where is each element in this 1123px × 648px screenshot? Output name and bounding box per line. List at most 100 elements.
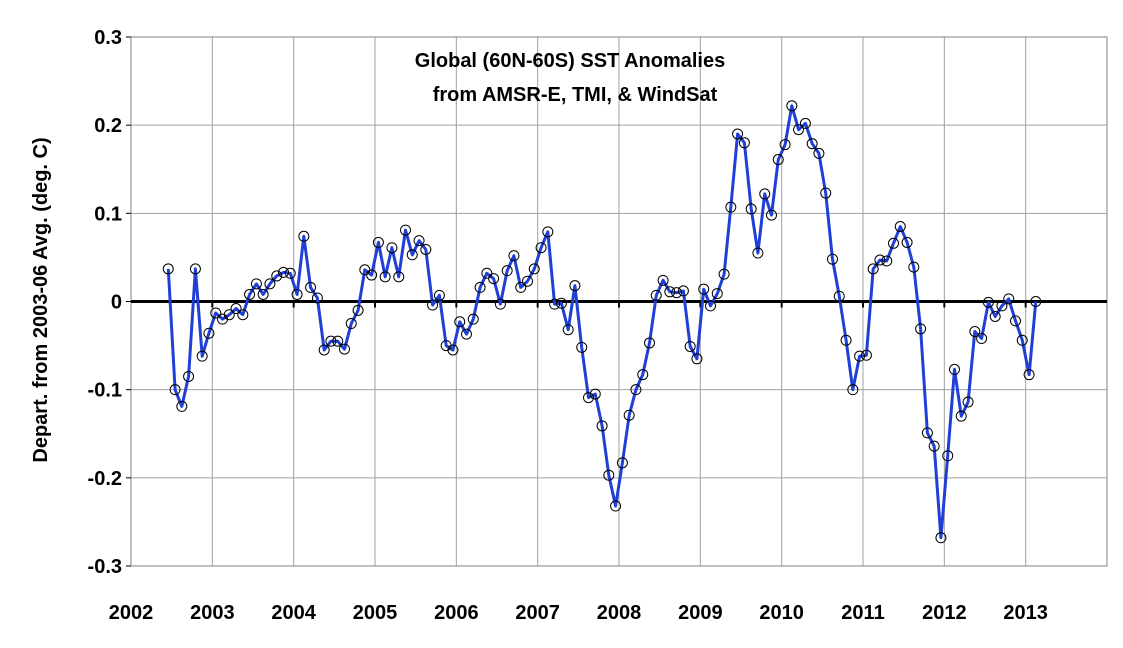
- y-tick-label: -0.1: [88, 380, 122, 402]
- y-tick-labels: -0.3 -0.2 -0.1 0 0.1 0.2 0.3: [88, 27, 122, 578]
- data-point: [467, 313, 479, 325]
- data-point: [196, 350, 208, 362]
- y-tick-label: -0.2: [88, 468, 122, 490]
- x-tick-label: 2003: [190, 602, 235, 624]
- data-point: [515, 281, 527, 293]
- data-point: [982, 296, 994, 308]
- data-point: [799, 117, 811, 129]
- data-point: [766, 209, 777, 221]
- data-point: [183, 370, 195, 382]
- data-point: [379, 271, 391, 283]
- data-point: [522, 275, 533, 287]
- data-point: [833, 290, 845, 302]
- data-point: [725, 201, 737, 213]
- data-point: [677, 285, 689, 297]
- data-point: [494, 298, 506, 310]
- data-point: [332, 335, 344, 347]
- data-point: [732, 128, 744, 140]
- data-point: [318, 344, 330, 356]
- data-point: [569, 280, 581, 292]
- data-point: [433, 289, 445, 301]
- x-tick-label: 2005: [353, 602, 398, 624]
- x-tick-label: 2013: [1003, 602, 1048, 624]
- data-point: [210, 307, 222, 319]
- data-point: [244, 288, 256, 300]
- data-point: [169, 384, 181, 396]
- x-tick-label: 2010: [759, 602, 804, 624]
- x-tick-label: 2004: [271, 602, 316, 624]
- data-point: [189, 263, 201, 275]
- data-point: [738, 137, 750, 149]
- data-point: [176, 400, 188, 412]
- data-point: [820, 187, 832, 199]
- x-tick-label: 2012: [922, 602, 967, 624]
- data-point: [759, 188, 771, 200]
- data-point: [461, 328, 472, 340]
- data-point: [447, 344, 459, 356]
- data-point: [745, 203, 757, 215]
- data-point: [698, 283, 710, 295]
- data-point: [921, 427, 933, 439]
- data-point: [278, 266, 289, 278]
- data-point: [237, 309, 249, 321]
- data-point: [311, 292, 323, 304]
- data-point: [345, 318, 357, 330]
- x-tick-label: 2009: [678, 602, 723, 624]
- data-point: [583, 392, 594, 404]
- series-layer: [166, 104, 1038, 540]
- data-point: [949, 363, 960, 375]
- data-point: [854, 350, 866, 362]
- data-point: [305, 281, 317, 293]
- data-point: [589, 388, 601, 400]
- data-point: [427, 299, 439, 311]
- data-point: [623, 409, 635, 421]
- data-point: [718, 268, 730, 280]
- data-point: [603, 469, 615, 481]
- data-point: [576, 341, 588, 353]
- y-tick-label: -0.3: [88, 556, 122, 578]
- data-point: [955, 410, 967, 422]
- data-point: [989, 310, 1001, 322]
- data-point: [752, 247, 764, 259]
- series-line: [166, 104, 1038, 540]
- data-point: [298, 230, 310, 242]
- data-point: [230, 303, 242, 315]
- y-tick-label: 0.1: [94, 203, 122, 225]
- data-point: [508, 250, 520, 262]
- data-point: [772, 154, 784, 166]
- data-point: [684, 340, 696, 352]
- data-point: [650, 289, 662, 301]
- data-point: [481, 267, 493, 279]
- marker-layer: [162, 100, 1042, 544]
- data-point: [1030, 296, 1042, 307]
- data-point: [162, 263, 174, 275]
- data-point: [671, 287, 683, 299]
- tick-marks: [126, 36, 1027, 567]
- data-point: [888, 237, 899, 249]
- data-point: [284, 267, 296, 279]
- y-tick-label: 0.3: [94, 27, 122, 49]
- data-point: [291, 288, 303, 300]
- data-point: [996, 300, 1008, 312]
- x-tick-label: 2011: [841, 602, 884, 624]
- data-point: [976, 333, 988, 345]
- data-point: [555, 297, 567, 309]
- data-point: [501, 265, 513, 277]
- data-point: [705, 300, 716, 312]
- data-point: [935, 532, 947, 544]
- data-point: [915, 323, 927, 335]
- data-point: [400, 224, 411, 236]
- data-point: [474, 281, 486, 293]
- data-point: [372, 236, 384, 248]
- data-point: [847, 384, 859, 396]
- data-point: [637, 369, 649, 381]
- data-point: [264, 278, 276, 290]
- data-point: [610, 500, 622, 512]
- data-point: [1003, 293, 1015, 305]
- data-point: [962, 396, 974, 408]
- data-point: [1023, 369, 1035, 381]
- data-point: [1010, 315, 1021, 327]
- y-axis-title: Depart. from 2003-06 Avg. (deg. C): [30, 137, 52, 462]
- data-point: [339, 343, 350, 355]
